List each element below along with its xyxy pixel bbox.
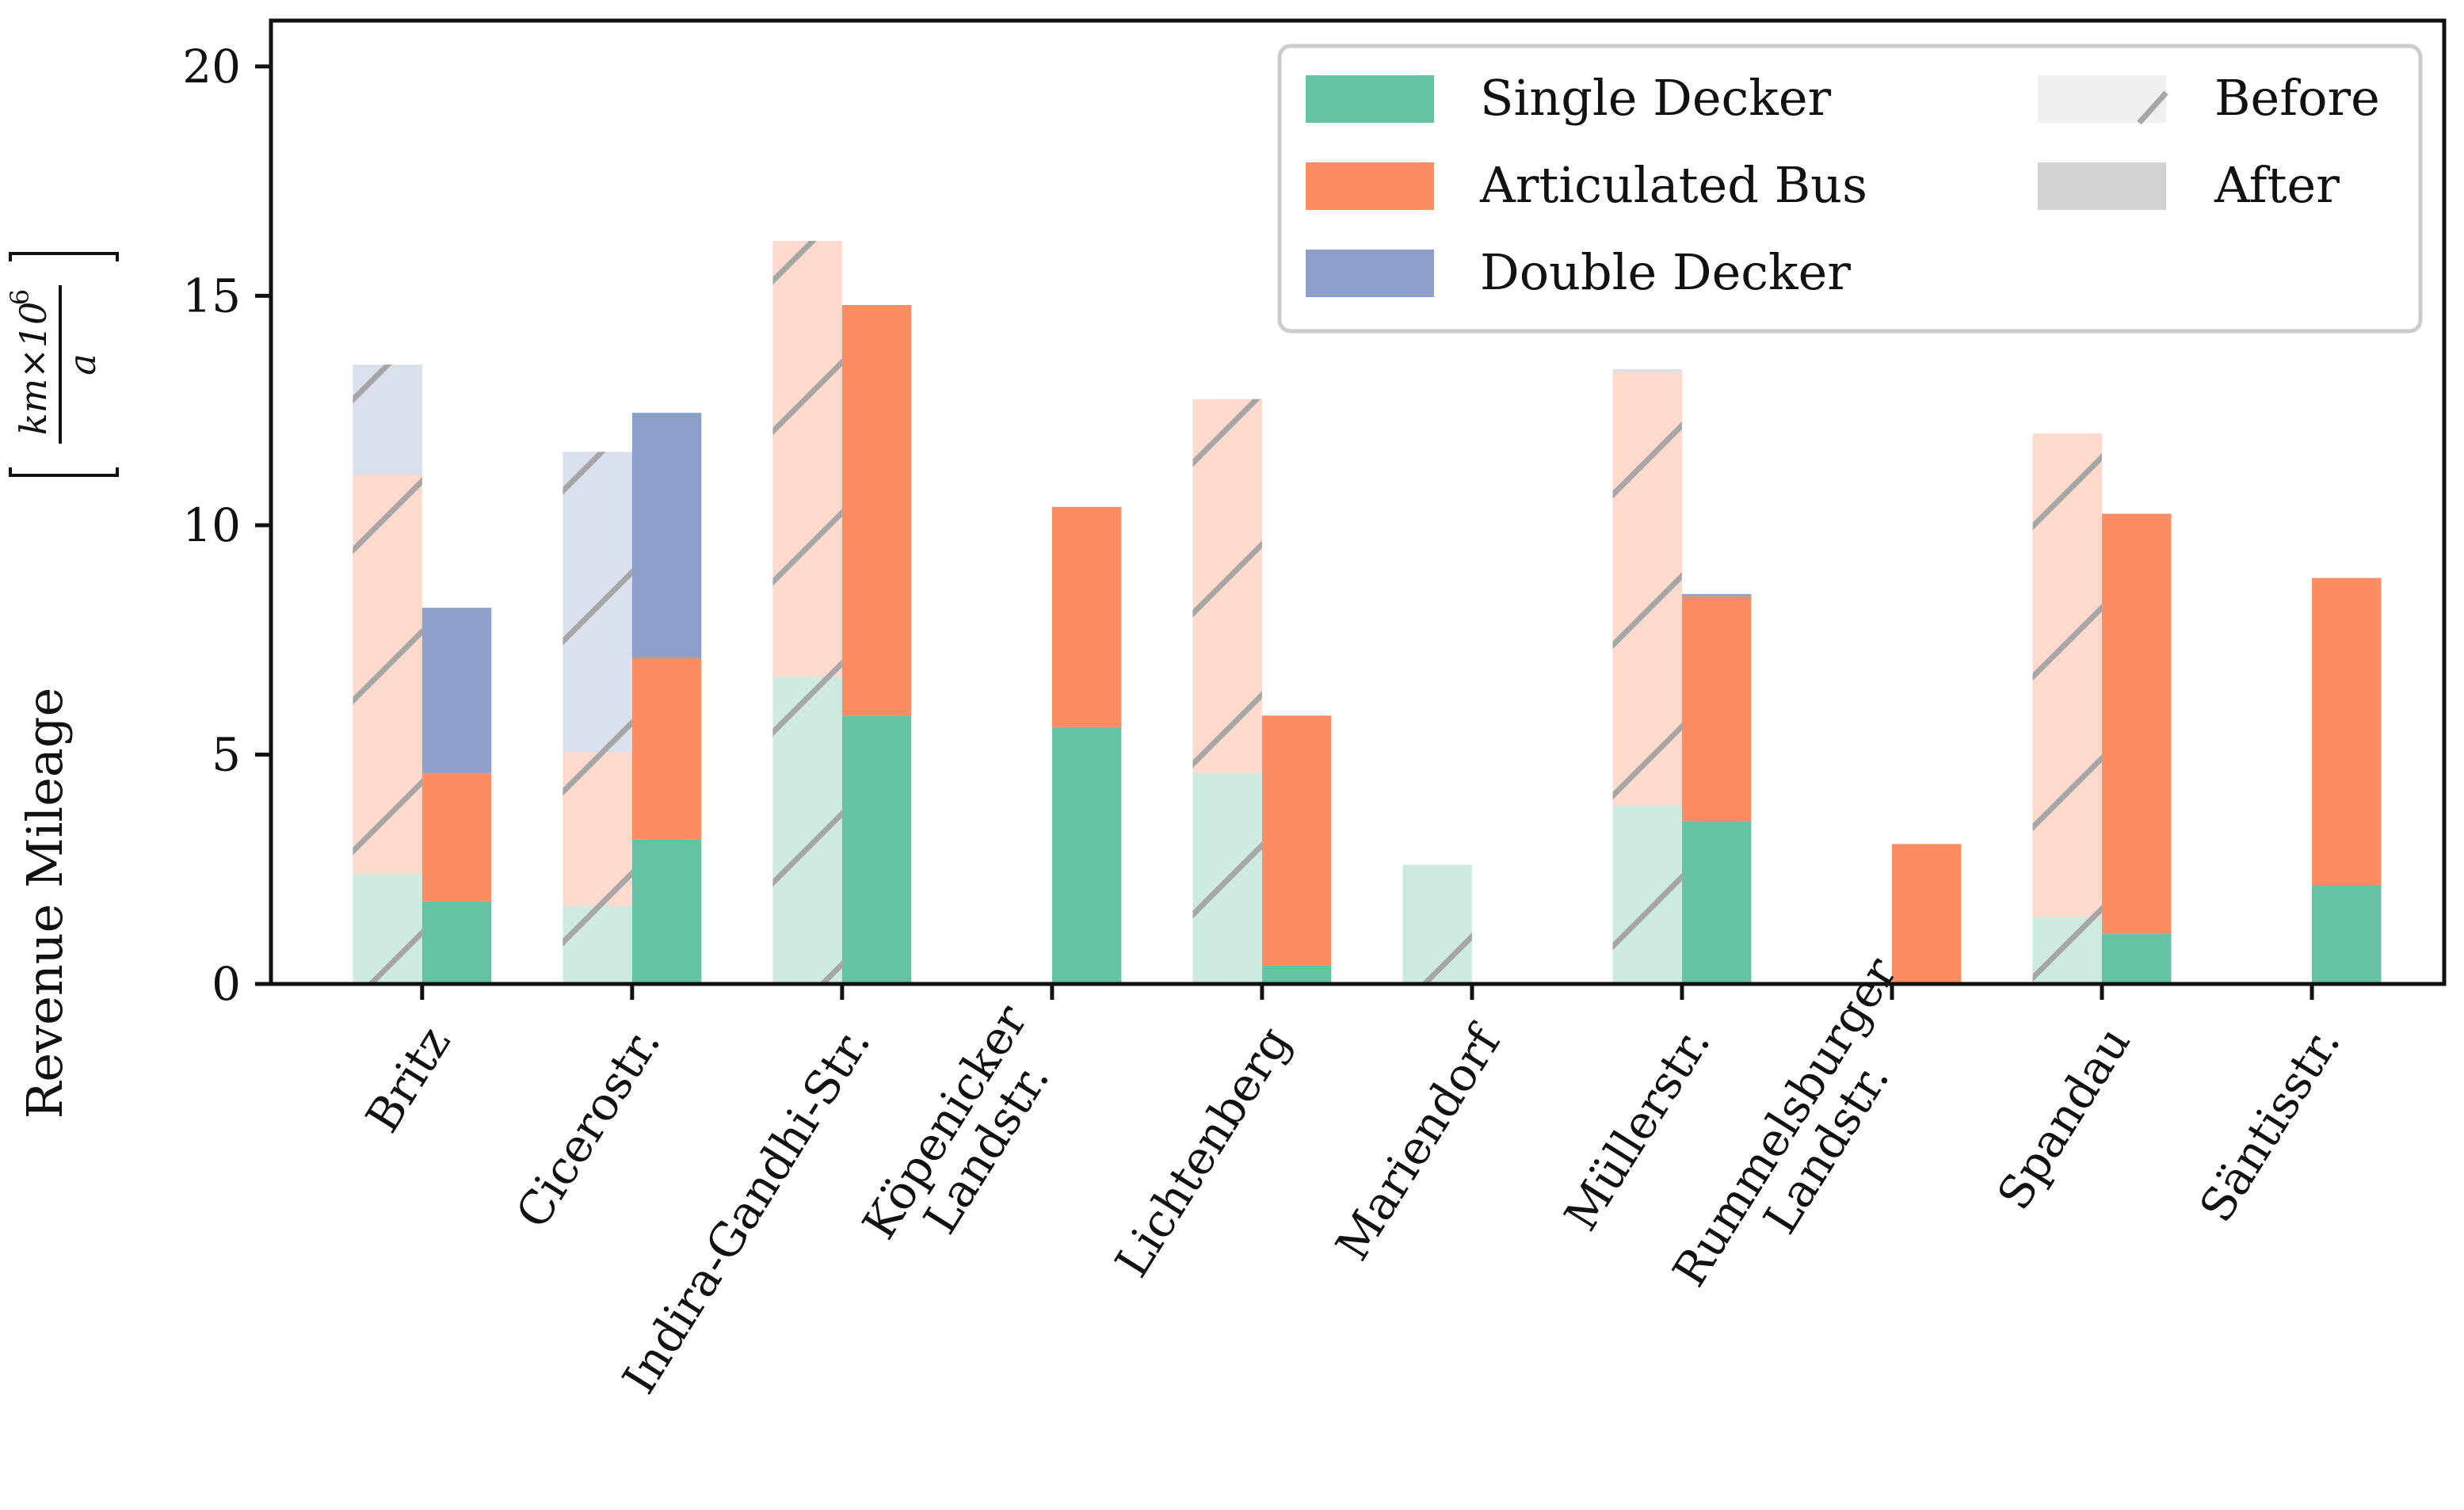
bar-hatch-articulated-bus-2 xyxy=(772,240,842,677)
x-tick-label-1: Cicerostr. xyxy=(505,1017,671,1237)
legend-label-double-decker: Double Decker xyxy=(1480,243,1851,301)
bar-hatch-double-decker-0 xyxy=(353,364,422,475)
bar-after-double-decker-0 xyxy=(421,608,492,773)
bar-after-articulated-bus-8 xyxy=(2102,513,2172,934)
y-tick-label-20: 20 xyxy=(182,40,241,93)
bar-hatch-articulated-bus-4 xyxy=(1192,398,1262,773)
x-tick-label-8: Spandau xyxy=(1987,1017,2141,1219)
legend-hatch-before xyxy=(2137,90,2168,125)
legend-label-before: Before xyxy=(2214,69,2380,127)
bar-after-articulated-bus-0 xyxy=(421,772,492,902)
y-axis-unit: km×10 6 a xyxy=(5,252,119,477)
bar-after-single-decker-2 xyxy=(841,715,912,984)
y-tick-label-10: 10 xyxy=(182,498,241,552)
legend-label-single-decker: Single Decker xyxy=(1480,69,1832,127)
bar-after-single-decker-0 xyxy=(421,901,492,984)
y-tick-label-5: 5 xyxy=(212,727,241,781)
y-axis-label-text: Revenue Mileage xyxy=(16,688,74,1119)
x-tick-label-3: KöpenickerLandstr. xyxy=(852,995,1079,1274)
x-tick-label-4: Lichtenberg xyxy=(1104,1017,1300,1287)
bar-after-articulated-bus-6 xyxy=(1681,596,1752,822)
bar-after-articulated-bus-4 xyxy=(1261,715,1332,966)
bar-hatch-single-decker-8 xyxy=(2032,917,2103,984)
legend-label-articulated-bus: Articulated Bus xyxy=(1479,156,1867,214)
x-tick-label-5: Mariendorf xyxy=(1325,1015,1512,1270)
bar-after-articulated-bus-1 xyxy=(631,658,702,840)
bar-after-single-decker-4 xyxy=(1261,965,1332,984)
unit-bracket-left xyxy=(9,467,119,477)
y-tick-label-15: 15 xyxy=(182,269,241,322)
legend: Single Decker Articulated Bus Double Decke… xyxy=(1277,44,2423,334)
bar-hatch-single-decker-6 xyxy=(1612,805,1682,984)
bar-after-articulated-bus-7 xyxy=(1891,844,1962,984)
legend-swatch-double-decker xyxy=(1306,250,1434,297)
legend-swatch-after xyxy=(2038,162,2166,210)
bar-hatch-single-decker-2 xyxy=(772,677,842,984)
bar-hatch-double-decker-6 xyxy=(1612,369,1682,372)
bar-after-articulated-bus-9 xyxy=(2312,578,2382,886)
bar-hatch-single-decker-5 xyxy=(1402,864,1472,984)
bar-hatch-articulated-bus-8 xyxy=(2032,433,2103,918)
unit-bracket-right xyxy=(9,252,119,261)
bar-after-single-decker-3 xyxy=(1051,726,1122,984)
x-tick-label-0: Britz xyxy=(355,1017,460,1142)
bar-hatch-double-decker-1 xyxy=(563,452,632,753)
x-axis-ticks: Britz Cicerostr.Indira-Gandhi-Str.Köpenic… xyxy=(355,948,2351,1402)
y-axis-label: Revenue Mileage km×10 6 a xyxy=(5,252,119,1119)
bar-layer xyxy=(353,240,2382,984)
bar-after-single-decker-1 xyxy=(631,839,702,984)
legend-swatch-articulated-bus xyxy=(1306,162,1434,210)
axes xyxy=(269,18,2447,986)
bar-hatch-articulated-bus-1 xyxy=(563,752,632,906)
legend-swatch-single-decker xyxy=(1306,75,1434,123)
legend-label-after: After xyxy=(2214,156,2340,214)
x-tick-label-6: Müllerstr. xyxy=(1554,1017,1721,1240)
bar-after-single-decker-8 xyxy=(2102,933,2172,984)
bar-after-articulated-bus-3 xyxy=(1051,506,1122,727)
unit-numerator: km×10 xyxy=(12,302,55,436)
y-tick-label-0: 0 xyxy=(212,957,241,1011)
unit-denominator: a xyxy=(61,353,104,375)
bar-hatch-single-decker-1 xyxy=(563,906,632,984)
plot-frame xyxy=(269,18,2447,986)
unit-exponent: 6 xyxy=(5,289,35,305)
bar-hatch-articulated-bus-6 xyxy=(1612,371,1682,806)
x-tick-label-9: Säntisstr. xyxy=(2189,1017,2351,1231)
bar-hatch-articulated-bus-0 xyxy=(353,475,422,875)
bar-after-double-decker-1 xyxy=(631,413,702,658)
bar-hatch-single-decker-0 xyxy=(353,874,422,984)
bar-after-double-decker-6 xyxy=(1681,593,1752,597)
y-axis-ticks: 0 5 10 15 20 xyxy=(182,40,271,1011)
bar-hatch-single-decker-4 xyxy=(1192,772,1262,984)
bar-after-articulated-bus-2 xyxy=(841,305,912,716)
bar-after-single-decker-9 xyxy=(2312,885,2382,984)
bar-after-single-decker-6 xyxy=(1681,821,1752,984)
x-tick-label-7: RummelsburgerLandstr. xyxy=(1662,948,1949,1321)
